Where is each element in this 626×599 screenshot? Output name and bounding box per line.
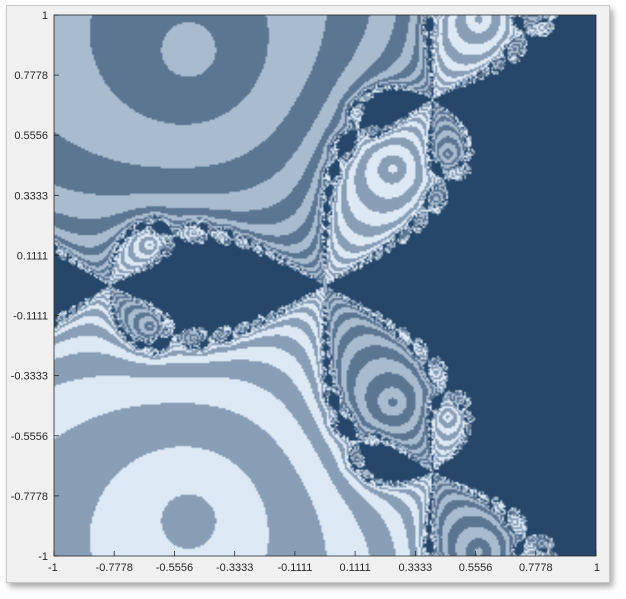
y-tick-label: -0.1111: [13, 311, 48, 323]
y-tick-label: -0.3333: [11, 371, 48, 383]
y-tick-label: 0.7778: [14, 70, 48, 82]
x-tick-label: -0.5556: [156, 562, 193, 574]
figure-window: -1 -0.7778 -0.5556 -0.3333 -0.1111 0.1111 0.33…: [6, 5, 610, 583]
x-tick-label: 0.5556: [459, 562, 493, 574]
x-tick-label: -1: [48, 562, 58, 574]
x-tick-label: 0.7778: [519, 562, 553, 574]
basin-layer: [54, 15, 596, 556]
x-tick-label: -0.3333: [216, 562, 253, 574]
y-tick-label: -0.5556: [11, 431, 48, 443]
axes-box: [53, 14, 597, 557]
x-tick-label: -0.7778: [96, 562, 133, 574]
x-axis: -1 -0.7778 -0.5556 -0.3333 -0.1111 0.1111 0.33…: [48, 551, 600, 574]
y-tick-label: -0.7778: [11, 491, 48, 503]
y-tick-label: 0.3333: [14, 190, 48, 202]
x-tick-label: 0.3333: [398, 562, 432, 574]
y-tick-label: 0.5556: [14, 130, 48, 142]
x-tick-label: -0.1111: [277, 562, 312, 574]
fractal-plot: -1 -0.7778 -0.5556 -0.3333 -0.1111 0.1111 0.33…: [11, 10, 600, 574]
x-tick-label: 1: [594, 562, 600, 574]
fractal-basin-image: [54, 15, 596, 556]
y-tick-label: 0.1111: [17, 250, 48, 262]
y-tick-label: 1: [42, 10, 48, 22]
y-axis: 1 0.7778 0.5556 0.3333 0.1111 -0.1111 -0.3333 -…: [11, 10, 59, 563]
y-tick-label: -1: [38, 551, 48, 563]
x-tick-label: 0.1111: [340, 562, 371, 574]
